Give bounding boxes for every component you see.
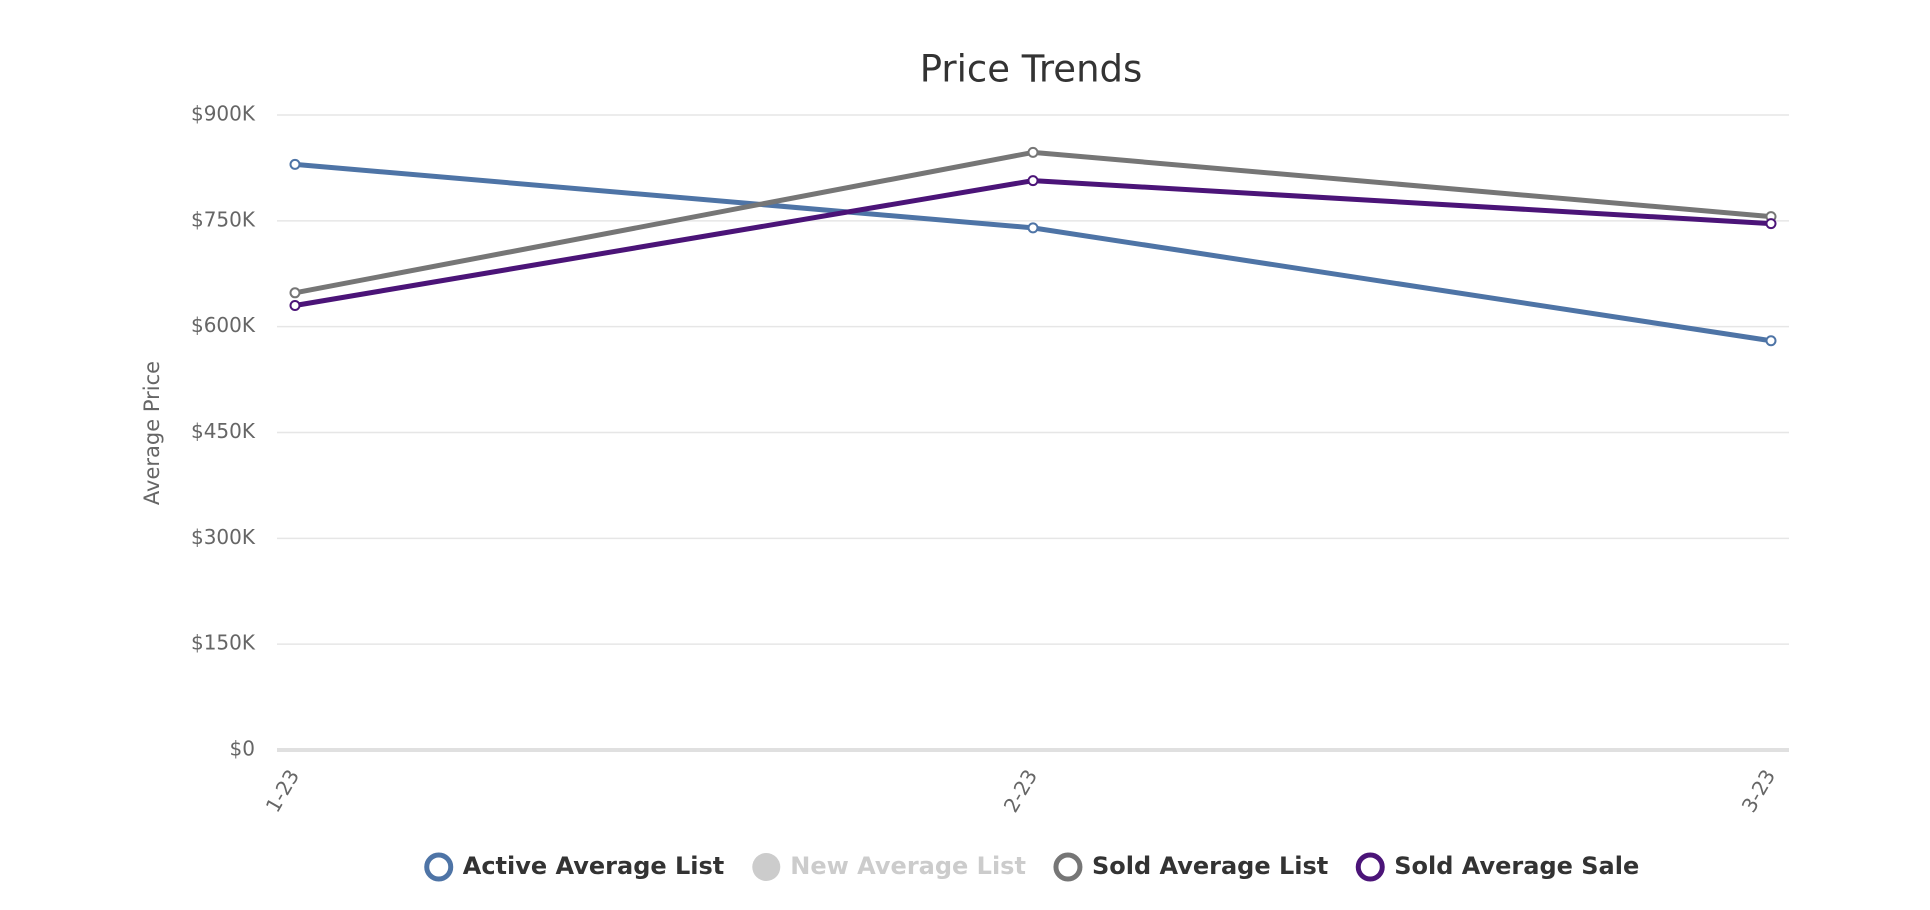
legend-symbol: [1355, 852, 1385, 882]
legend: Active Average List New Average List Sold …: [424, 852, 1639, 882]
legend-label: Active Average List: [463, 852, 725, 880]
y-tick-label: $750K: [191, 207, 256, 231]
data-point: [289, 158, 301, 170]
y-tick-label: $300K: [191, 525, 256, 549]
data-point: [289, 300, 301, 311]
data-point: [1027, 175, 1039, 187]
legend-item: Active Average List: [424, 852, 725, 882]
x-tick-label: 2-23: [999, 765, 1042, 816]
x-tick-label: 1-23: [261, 765, 304, 816]
data-point: [1027, 146, 1039, 158]
y-tick-label: $900K: [191, 102, 256, 126]
data-point: [1027, 222, 1039, 234]
legend-label: Sold Average Sale: [1394, 852, 1639, 880]
legend-item: New Average List: [752, 852, 1026, 881]
data-point: [289, 287, 301, 299]
y-tick-label: $450K: [191, 419, 256, 443]
y-tick-label: $0: [230, 737, 255, 761]
legend-symbol: [424, 852, 454, 882]
legend-item: Sold Average List: [1053, 852, 1328, 882]
y-tick-label: $600K: [191, 313, 256, 337]
legend-item: Sold Average Sale: [1355, 852, 1639, 882]
data-point: [1765, 335, 1777, 347]
data-point: [1765, 218, 1777, 230]
legend-label: Sold Average List: [1092, 852, 1328, 880]
legend-label: New Average List: [790, 852, 1026, 880]
x-tick-label: 3-23: [1737, 765, 1780, 816]
legend-symbol: [1053, 852, 1083, 882]
legend-symbol: [752, 853, 781, 881]
chart-title: Price Trends: [920, 48, 1143, 91]
y-tick-label: $150K: [191, 631, 256, 655]
y-axis-label: Average Price: [140, 361, 164, 505]
